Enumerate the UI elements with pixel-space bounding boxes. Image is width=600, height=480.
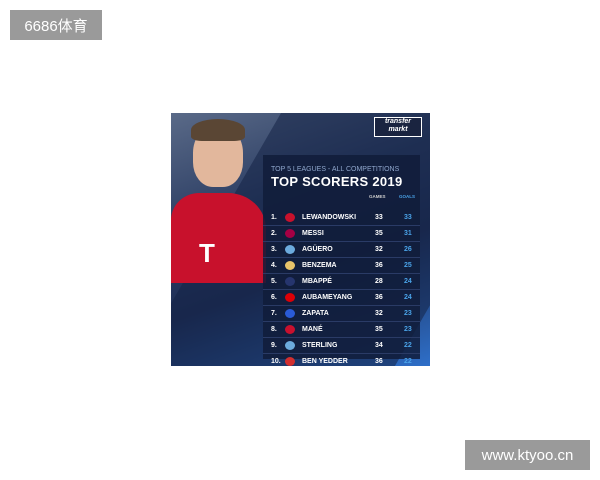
player-name: BENZEMA: [302, 262, 337, 269]
player-name: LEWANDOWSKI: [302, 214, 357, 221]
club-crest-icon: [285, 341, 295, 350]
table-row: 9. STERLING 34 22: [263, 338, 420, 354]
games: 36: [375, 294, 383, 301]
goals: 22: [404, 342, 412, 349]
goals: 33: [404, 214, 412, 221]
games: 33: [375, 214, 383, 221]
transfermarkt-logo: transfer markt: [374, 117, 422, 137]
player-hair: [191, 119, 245, 141]
player-photo: T: [171, 113, 271, 366]
games: 36: [375, 262, 383, 269]
table-row: 7. ZAPATA 32 23: [263, 306, 420, 322]
player-name: BEN YEDDER: [302, 358, 348, 365]
club-crest-icon: [285, 277, 295, 286]
rank: 1.: [271, 214, 277, 221]
scorers-table: 1. LEWANDOWSKI 33 33 2. MESSI 35 31 3. AGÜ…: [263, 210, 420, 366]
table-row: 1. LEWANDOWSKI 33 33: [263, 210, 420, 226]
games: 35: [375, 326, 383, 333]
games: 35: [375, 230, 383, 237]
sponsor-logo: T: [199, 238, 215, 268]
club-crest-icon: [285, 325, 295, 334]
club-crest-icon: [285, 261, 295, 270]
player-name: MBAPPÉ: [302, 278, 332, 285]
games: 36: [375, 358, 383, 365]
player-name: MANÉ: [302, 326, 323, 333]
table-row: 6. AUBAMEYANG 36 24: [263, 290, 420, 306]
club-crest-icon: [285, 309, 295, 318]
player-name: STERLING: [302, 342, 338, 349]
rank: 3.: [271, 246, 277, 253]
club-crest-icon: [285, 213, 295, 222]
games: 32: [375, 246, 383, 253]
rank: 6.: [271, 294, 277, 301]
table-row: 10. BEN YEDDER 36 22: [263, 354, 420, 366]
club-crest-icon: [285, 293, 295, 302]
games-header: GAMES: [369, 194, 386, 199]
watermark-bottom-right: www.ktyoo.cn: [465, 440, 590, 470]
goals: 31: [404, 230, 412, 237]
scorers-panel: TOP 5 LEAGUES - ALL COMPETITIONS TOP SCO…: [263, 155, 420, 366]
goals: 23: [404, 310, 412, 317]
games: 34: [375, 342, 383, 349]
watermark-top-left: 6686体育: [10, 10, 102, 40]
games: 32: [375, 310, 383, 317]
top-scorers-graphic: T transfer markt TOP 5 LEAGUES - ALL COM…: [171, 113, 430, 366]
rank: 2.: [271, 230, 277, 237]
table-row: 3. AGÜERO 32 26: [263, 242, 420, 258]
rank: 10.: [271, 358, 281, 365]
title: TOP SCORERS 2019: [271, 174, 403, 189]
goals: 26: [404, 246, 412, 253]
rank: 5.: [271, 278, 277, 285]
player-name: AUBAMEYANG: [302, 294, 353, 301]
games: 28: [375, 278, 383, 285]
goals: 22: [404, 358, 412, 365]
player-name: MESSI: [302, 230, 324, 237]
player-name: AGÜERO: [302, 246, 333, 253]
rank: 7.: [271, 310, 277, 317]
table-row: 5. MBAPPÉ 28 24: [263, 274, 420, 290]
goals: 25: [404, 262, 412, 269]
rank: 9.: [271, 342, 277, 349]
goals-header: GOALS: [399, 194, 416, 199]
table-row: 2. MESSI 35 31: [263, 226, 420, 242]
goals: 23: [404, 326, 412, 333]
goals: 24: [404, 278, 412, 285]
table-row: 8. MANÉ 35 23: [263, 322, 420, 338]
logo-text: transfer markt: [384, 118, 412, 133]
subtitle: TOP 5 LEAGUES - ALL COMPETITIONS: [271, 166, 400, 173]
rank: 4.: [271, 262, 277, 269]
goals: 24: [404, 294, 412, 301]
rank: 8.: [271, 326, 277, 333]
club-crest-icon: [285, 245, 295, 254]
table-row: 4. BENZEMA 36 25: [263, 258, 420, 274]
club-crest-icon: [285, 229, 295, 238]
player-shirt: [171, 193, 266, 283]
club-crest-icon: [285, 357, 295, 366]
player-name: ZAPATA: [302, 310, 329, 317]
